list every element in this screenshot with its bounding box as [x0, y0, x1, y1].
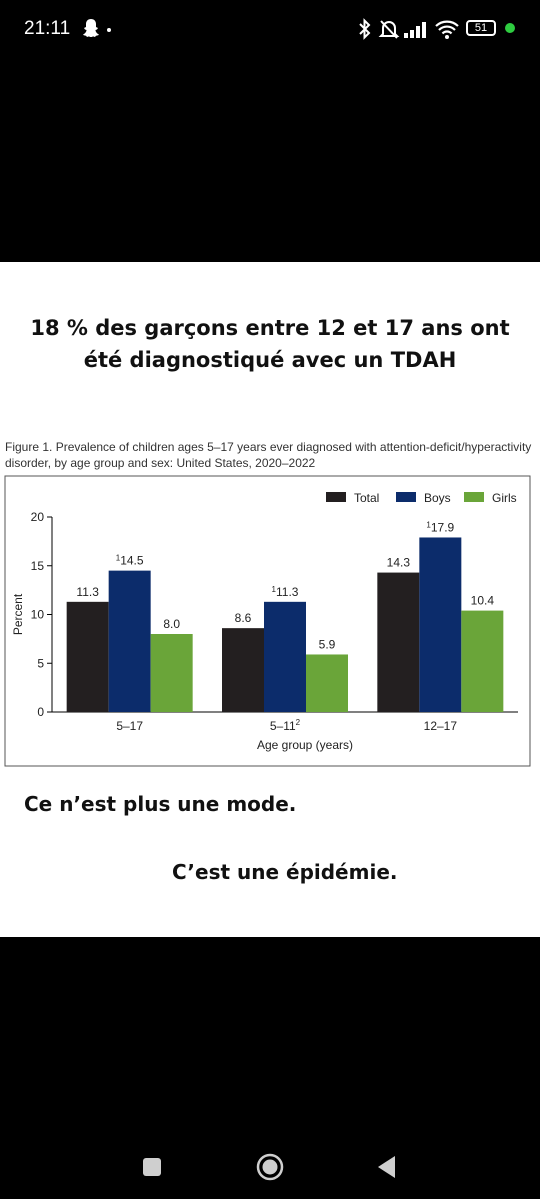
- square-icon: [143, 1158, 161, 1176]
- legend-label-total: Total: [354, 491, 379, 505]
- recents-button[interactable]: [137, 1152, 167, 1182]
- x-tick-label: 5–17: [116, 719, 143, 733]
- data-label: 8.0: [163, 617, 180, 631]
- legend-label-girls: Girls: [492, 491, 517, 505]
- bar-girls: [150, 634, 193, 712]
- y-tick-label: 5: [37, 656, 44, 670]
- headline-line-1: 18 % des garçons entre 12 et 17 ans ont: [30, 316, 510, 340]
- snapchat-icon: [83, 19, 99, 37]
- wifi-icon: [435, 20, 459, 39]
- signal-icon: [404, 22, 426, 38]
- data-label: 10.4: [471, 594, 495, 608]
- green-dot-icon: [505, 23, 515, 33]
- x-tick-label: 12–17: [424, 719, 458, 733]
- bar-girls: [461, 610, 504, 712]
- footnote-mark: 1: [272, 585, 277, 594]
- text-line-2: C’est une épidémie.: [172, 860, 398, 884]
- text-line-1: Ce n’est plus une mode.: [24, 792, 297, 816]
- headline-line-2: été diagnostiqué avec un TDAH: [83, 348, 457, 372]
- figure-caption-line-2: disorder, by age group and sex: United S…: [5, 456, 316, 470]
- headline: 18 % des garçons entre 12 et 17 ans ont …: [0, 312, 540, 376]
- navigation-bar: [0, 1130, 540, 1199]
- status-bar: 21:11 51: [0, 0, 540, 60]
- post-image: 18 % des garçons entre 12 et 17 ans ont …: [0, 262, 540, 937]
- legend-swatch-boys: [396, 492, 416, 502]
- data-label: 111.3: [272, 585, 299, 599]
- data-label-value: 11.3: [276, 585, 299, 599]
- battery-icon: 51: [466, 20, 496, 36]
- mute-icon: [378, 20, 400, 39]
- bar-total: [222, 628, 264, 712]
- data-label: 117.9: [426, 520, 454, 534]
- data-label: 14.3: [387, 556, 411, 570]
- legend-label-boys: Boys: [424, 491, 451, 505]
- footnote-mark: 1: [116, 554, 121, 563]
- footnote-mark: 2: [296, 718, 301, 727]
- data-label: 114.5: [116, 554, 144, 568]
- bar-total: [66, 601, 109, 712]
- bar-boys: [264, 601, 306, 712]
- y-axis-label: Percent: [11, 593, 25, 635]
- legend-swatch-girls: [464, 492, 484, 502]
- figure-caption-line-1: Figure 1. Prevalence of children ages 5–…: [5, 440, 532, 454]
- bar-boys: [419, 537, 462, 712]
- home-button[interactable]: [255, 1152, 285, 1182]
- bar-chart: 05101520Percent11.3114.58.05–178.6111.35…: [4, 475, 531, 767]
- data-label-value: 14.5: [120, 554, 144, 568]
- status-time: 21:11: [24, 18, 71, 39]
- y-tick-label: 15: [31, 559, 45, 573]
- dot-icon: [107, 28, 111, 32]
- back-button[interactable]: [373, 1152, 403, 1182]
- y-tick-label: 0: [37, 705, 44, 719]
- bar-total: [377, 572, 420, 712]
- circle-icon: [256, 1153, 284, 1181]
- x-axis-label: Age group (years): [257, 738, 353, 752]
- footnote-mark: 1: [426, 520, 431, 529]
- back-triangle-icon: [378, 1156, 395, 1178]
- data-label: 8.6: [235, 611, 252, 625]
- x-tick-label: 5–112: [270, 718, 301, 733]
- legend-swatch-total: [326, 492, 346, 502]
- bar-girls: [306, 654, 348, 712]
- data-label: 11.3: [76, 585, 99, 599]
- battery-level: 51: [474, 22, 488, 34]
- data-label: 5.9: [319, 637, 336, 651]
- data-label-value: 17.9: [431, 520, 455, 534]
- bar-boys: [108, 570, 151, 712]
- y-tick-label: 20: [31, 510, 45, 524]
- figure-caption: Figure 1. Prevalence of children ages 5–…: [5, 439, 540, 471]
- y-tick-label: 10: [31, 608, 45, 622]
- bluetooth-icon: [359, 18, 371, 40]
